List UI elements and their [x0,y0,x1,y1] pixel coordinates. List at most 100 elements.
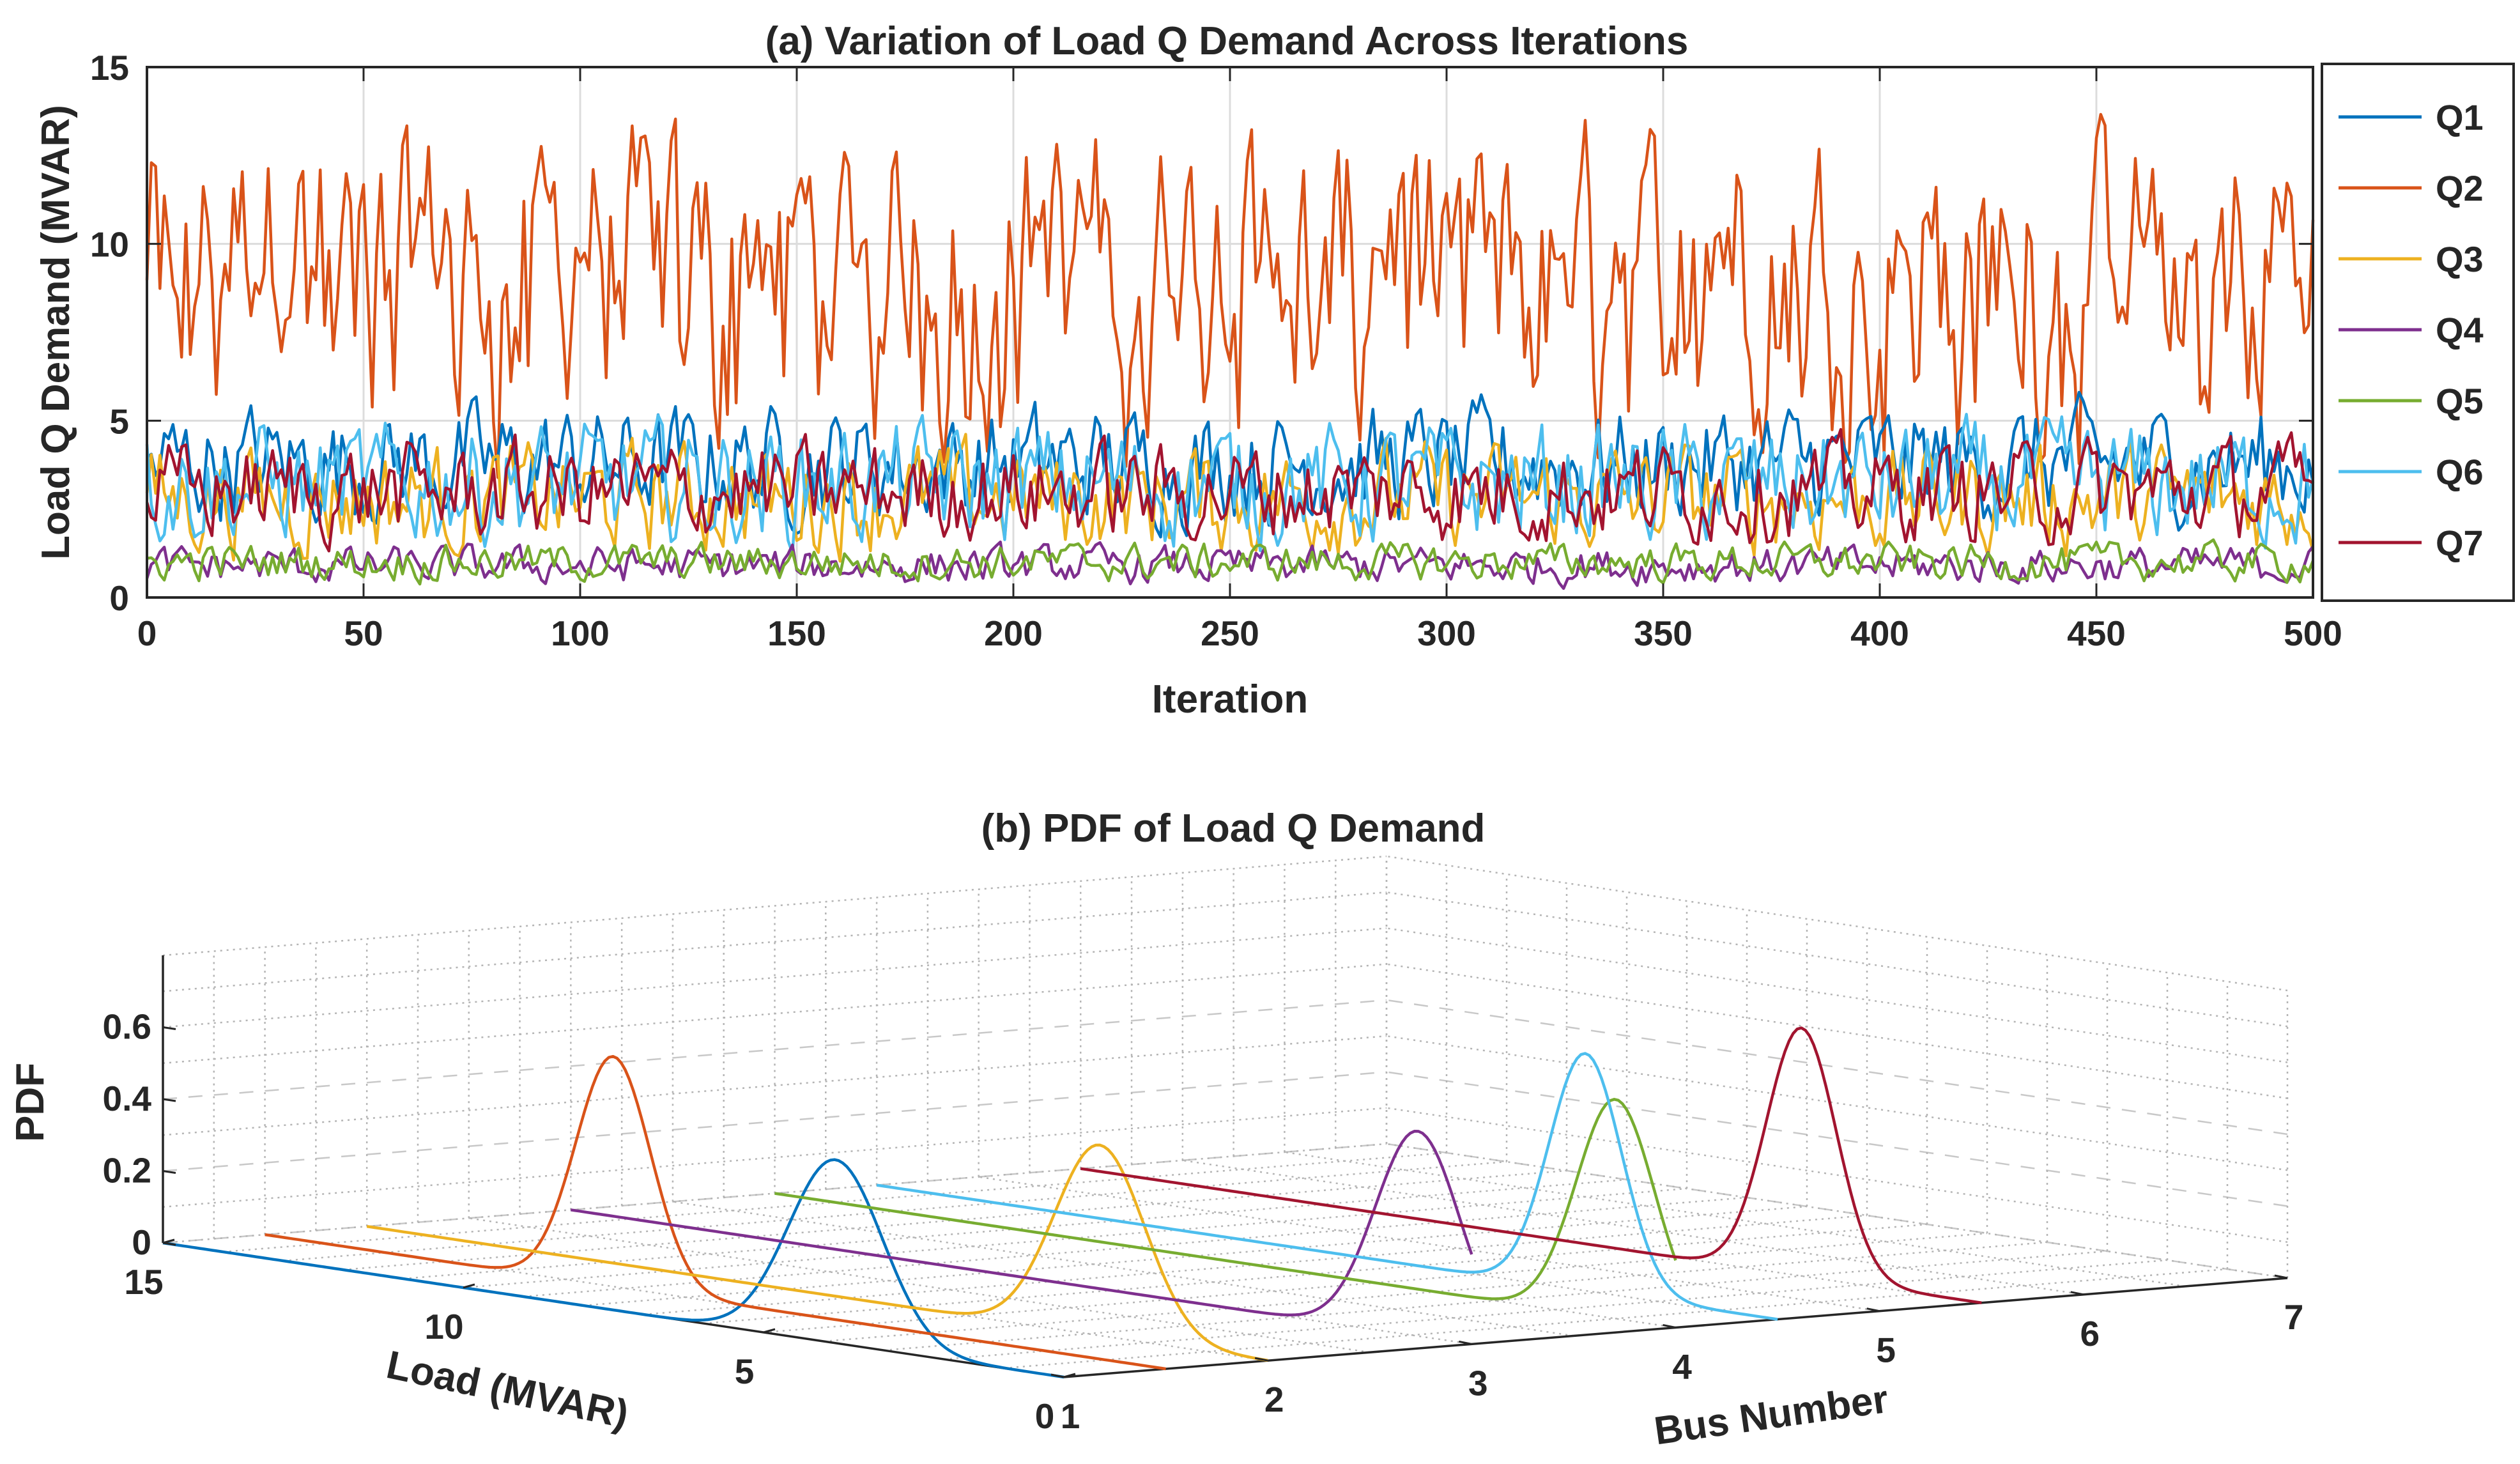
chart-b-zlabel: PDF [8,1063,52,1142]
series-line-q7 [145,428,2314,553]
side-wall-gridline [1386,891,2288,1028]
floor-gridline [1003,1268,2228,1369]
side-wall-gridline [1386,1107,2288,1243]
floor-gridline [265,1233,1166,1370]
bus-tick-mark [1663,1324,1676,1329]
bus-tick-mark [2274,1274,2288,1279]
bus-tick-label: 5 [1876,1330,1896,1370]
chart-a-title: (a) Variation of Load Q Demand Across It… [765,19,1689,63]
side-wall-gridline [1386,927,2288,1063]
x-tick-label: 300 [1417,613,1476,653]
x-tick-label: 200 [984,613,1043,653]
pdf-curve-q6 [876,1052,1778,1321]
bus-tick-mark [1866,1307,1880,1313]
chart-a-legend: Q1 Q2 Q3 Q4 Q5 Q6 Q7 [2321,63,2515,602]
back-wall-gridline [162,891,1387,992]
side-wall-gridline [1386,963,2288,1099]
side-wall-gridline [1386,1035,2288,1171]
z-tick-label: 0.4 [103,1079,152,1118]
z-tick-mark [162,1026,176,1030]
floor-gridline [1284,1151,2186,1288]
chart-b-xlabel: Load (MVAR) [383,1343,633,1437]
legend-label-q1: Q1 [2436,97,2484,137]
x-tick-label: 50 [344,613,383,653]
z-tick-label: 0.2 [103,1151,151,1190]
back-wall-gridline [162,855,1387,957]
panel-b: (b) PDF of Load Q Demand 0 0.2 0.4 0.6 0 5 10 1… [8,806,2303,1454]
bus-tick-mark [1459,1340,1472,1345]
chart-a-ticks: 0 50 100 150 200 250 300 350 400 450 500 0 5 10 15 [90,48,2342,653]
back-wall-gridline [162,927,1387,1028]
x-tick-label: 100 [551,613,610,653]
chart-b-axes [162,955,2288,1378]
pdf-curve-q4 [570,1130,1473,1317]
bus-tick-label: 2 [1264,1380,1284,1419]
z-tick-label: 0.6 [103,1007,151,1047]
floor-gridline [468,1217,1370,1353]
back-wall-gridline [162,999,1387,1100]
chart-b-ylabel: Bus Number [1652,1377,1891,1454]
load-tick-label: 15 [124,1262,163,1302]
pdf-curve-q7 [1080,1026,1982,1304]
bus-tick-mark [1254,1357,1268,1362]
bus-tick-mark [1050,1373,1064,1378]
bus-tick-label: 4 [1672,1347,1692,1387]
y-tick-label: 15 [90,48,129,88]
load-tick-label: 0 [1035,1396,1055,1436]
chart-a-xlabel: Iteration [1152,677,1309,721]
legend-label-q6: Q6 [2436,452,2484,492]
floor-gridline [672,1201,1574,1337]
x-tick-label: 250 [1201,613,1259,653]
back-wall-gridline [162,1035,1387,1136]
back-wall-gridline [162,1107,1387,1208]
chart-b-grid [162,855,2289,1378]
panel-a: (a) Variation of Load Q Demand Across It… [34,19,2515,721]
load-tick-label: 10 [424,1307,463,1346]
floor-gridline [1182,1159,2084,1296]
chart-b-series [162,1026,1982,1379]
legend-box [2321,63,2515,602]
series-line-q5 [146,538,2315,586]
load-tick-mark [763,1328,776,1334]
x-tick-label: 150 [767,613,826,653]
x-tick-label: 400 [1850,613,1909,653]
floor-gridline [1386,1143,2288,1279]
pdf-curve-q3 [366,1143,1268,1362]
side-wall-gridline [1386,855,2288,992]
legend-label-q3: Q3 [2436,239,2484,279]
y-tick-label: 10 [90,225,129,265]
x-tick-label: 0 [137,613,157,653]
load-tick-label: 5 [735,1352,755,1391]
y-tick-label: 5 [109,401,129,441]
x-tick-label: 450 [2067,613,2126,653]
z-tick-mark [162,1170,176,1174]
chart-a-series [145,112,2315,590]
side-wall-gridline [1386,999,2288,1136]
chart-b-title: (b) PDF of Load Q Demand [981,806,1486,851]
floor-gridline [978,1176,1880,1312]
pdf-curve-q2 [265,1054,1166,1371]
bus-tick-label: 3 [1468,1363,1488,1403]
bus-tick-label: 6 [2080,1314,2100,1353]
legend-label-q2: Q2 [2436,168,2484,208]
floor-gridline [883,1250,2108,1352]
load-tick-mark [162,1238,175,1244]
x-tick-label: 350 [1634,613,1693,653]
series-line-q2 [145,112,2315,479]
chart-a-grid [146,66,2314,599]
pdf-curve-q5 [774,1098,1677,1300]
legend-label-q5: Q5 [2436,381,2484,421]
chart-b-ticks: 0 0.2 0.4 0.6 0 5 10 15 1 2 3 4 5 6 7 [103,1007,2304,1437]
series-line-q4 [145,540,2314,590]
y-tick-label: 0 [109,578,129,618]
z-tick-label: 0 [132,1222,151,1262]
bus-tick-label: 7 [2284,1297,2304,1337]
legend-label-q4: Q4 [2436,310,2484,350]
bus-tick-mark [2070,1291,2084,1296]
chart-a-ylabel: Load Q Demand (MVAR) [34,105,78,560]
load-tick-mark [463,1283,475,1289]
load-tick-mark [1063,1373,1076,1378]
z-tick-mark [162,1098,176,1102]
